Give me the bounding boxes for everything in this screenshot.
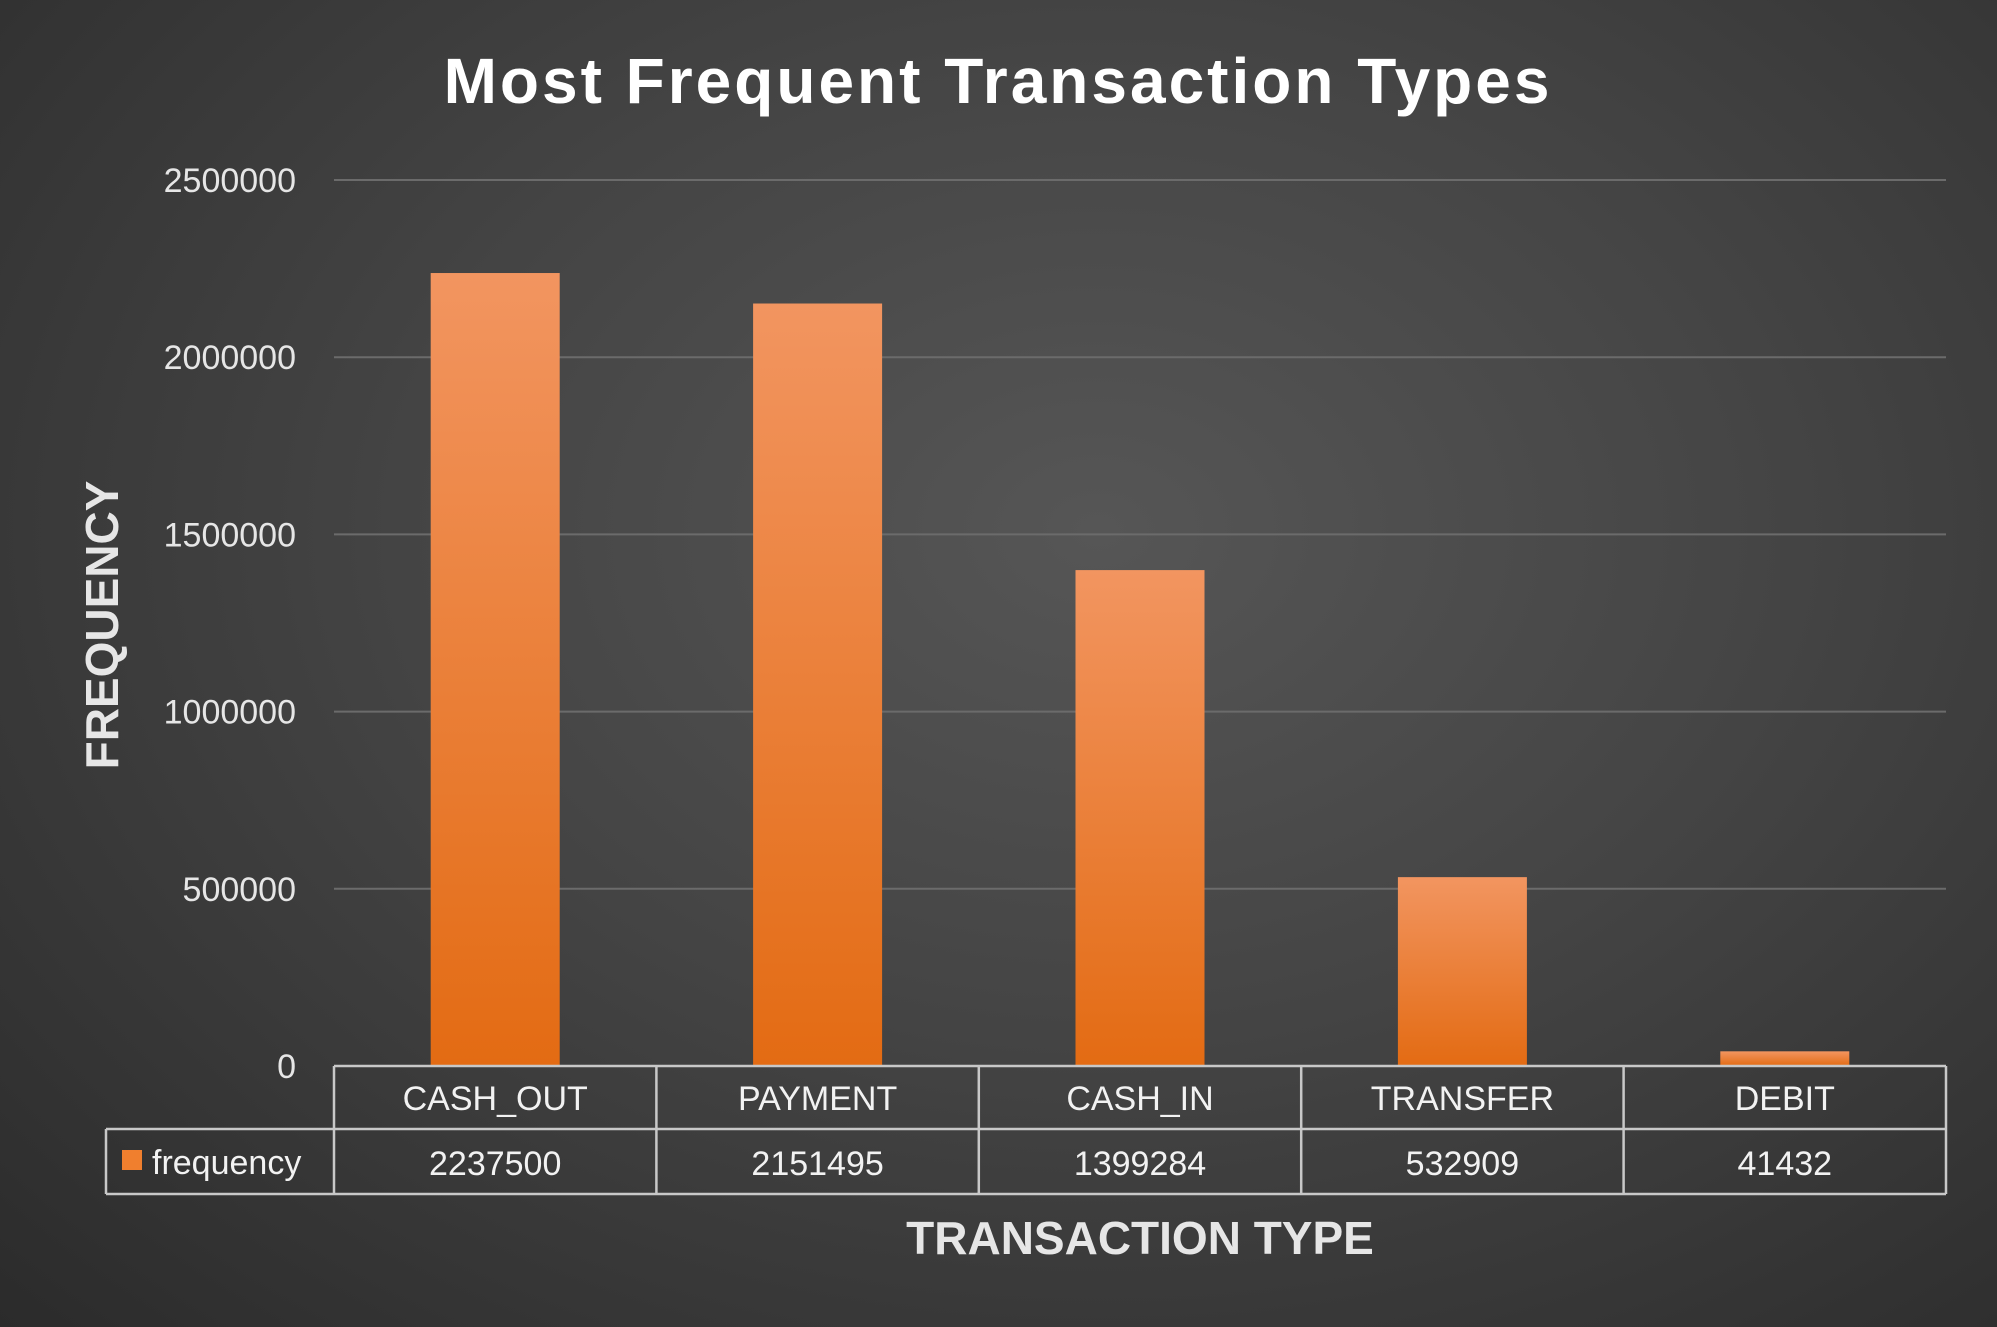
bar	[1397, 877, 1527, 1066]
x-tick-label: PAYMENT	[738, 1080, 897, 1118]
data-label: 2237500	[429, 1145, 561, 1183]
data-label: 532909	[1406, 1145, 1519, 1183]
bar	[430, 273, 560, 1066]
y-tick-label: 1000000	[164, 694, 296, 732]
y-tick-label: 2000000	[164, 339, 296, 377]
bar	[753, 303, 883, 1067]
x-tick-label: CASH_OUT	[403, 1080, 588, 1118]
x-tick-label: TRANSFER	[1371, 1080, 1554, 1118]
data-label: 2151495	[751, 1145, 883, 1183]
x-tick-label: DEBIT	[1735, 1080, 1835, 1118]
y-tick-label: 500000	[183, 871, 296, 909]
y-tick-label: 1500000	[164, 516, 296, 554]
bar	[1075, 570, 1205, 1066]
y-axis-title: FREQUENCY	[76, 481, 128, 770]
data-label: 41432	[1738, 1145, 1833, 1183]
bar	[1720, 1051, 1850, 1066]
x-tick-label: CASH_IN	[1066, 1080, 1213, 1118]
legend-label: frequency	[152, 1144, 301, 1182]
y-tick-label: 2500000	[164, 162, 296, 200]
data-label: 1399284	[1074, 1145, 1206, 1183]
legend-key	[122, 1150, 142, 1170]
y-tick-label: 0	[277, 1048, 296, 1086]
chart-title: Most Frequent Transaction Types	[444, 45, 1553, 117]
x-axis-title: TRANSACTION TYPE	[906, 1212, 1374, 1264]
